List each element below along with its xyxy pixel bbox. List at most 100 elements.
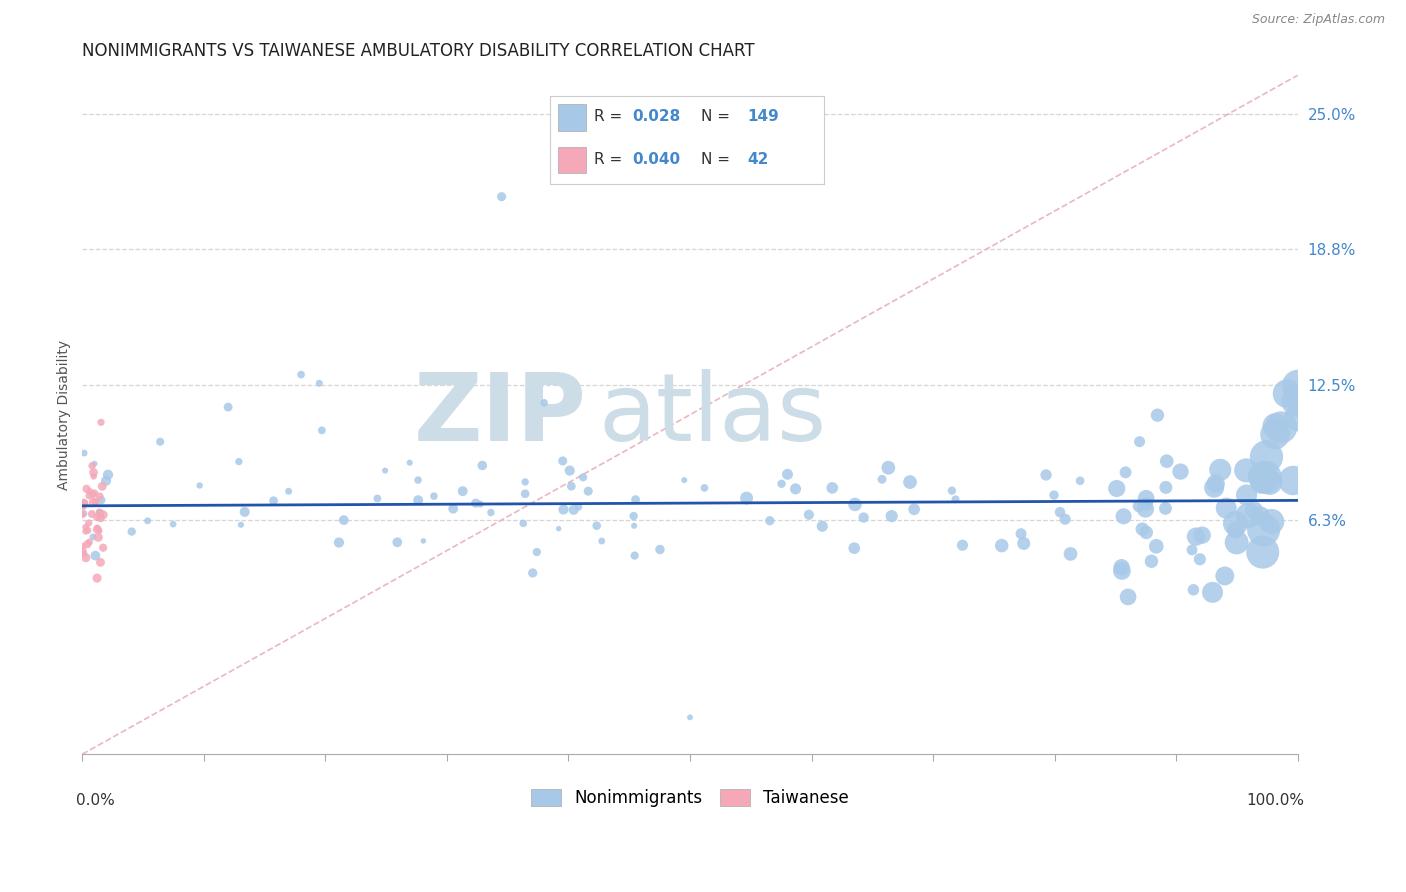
Point <box>290 368 312 382</box>
Point <box>308 376 330 391</box>
Point <box>90 511 112 525</box>
Point <box>591 534 613 549</box>
Point <box>73 507 96 521</box>
Point <box>398 456 420 470</box>
Point <box>83 486 105 500</box>
Point <box>90 493 112 508</box>
Point <box>1286 378 1309 392</box>
Point <box>785 482 807 496</box>
Point <box>1286 411 1309 425</box>
Point <box>821 481 844 495</box>
Point <box>1135 491 1157 506</box>
Point <box>512 516 534 531</box>
Point <box>941 483 963 498</box>
Point <box>1260 515 1282 529</box>
Point <box>80 507 103 521</box>
Point <box>387 535 409 549</box>
Point <box>1182 582 1205 597</box>
Point <box>1156 454 1178 468</box>
Point <box>735 491 758 505</box>
Point <box>366 491 388 506</box>
Point <box>73 496 96 510</box>
Point <box>898 475 921 489</box>
Point <box>1049 505 1071 519</box>
Point <box>217 400 239 414</box>
Point <box>89 524 111 538</box>
Point <box>952 538 974 552</box>
Point <box>1209 463 1232 477</box>
Point <box>1275 386 1298 401</box>
Point <box>423 489 446 503</box>
Point <box>441 501 464 516</box>
Point <box>1254 470 1277 484</box>
Point <box>1111 564 1133 578</box>
Point <box>547 522 569 536</box>
Point <box>1215 501 1237 516</box>
Point <box>91 479 114 493</box>
Point <box>89 508 111 522</box>
Point <box>73 547 96 561</box>
Point <box>89 506 111 520</box>
Point <box>94 474 117 488</box>
Point <box>1130 522 1153 536</box>
Point <box>228 454 250 468</box>
Point <box>515 475 537 489</box>
Point <box>558 464 581 478</box>
Y-axis label: Ambulatory Disability: Ambulatory Disability <box>58 340 72 490</box>
Point <box>1243 503 1265 517</box>
Point <box>1140 554 1163 568</box>
Point <box>91 508 114 522</box>
Point <box>811 519 834 533</box>
Point <box>1264 427 1286 442</box>
Point <box>1181 542 1204 557</box>
Text: NONIMMIGRANTS VS TAIWANESE AMBULATORY DISABILITY CORRELATION CHART: NONIMMIGRANTS VS TAIWANESE AMBULATORY DI… <box>83 42 755 60</box>
Point <box>83 469 105 483</box>
Point <box>1112 509 1135 524</box>
Point <box>562 503 585 517</box>
Point <box>903 502 925 516</box>
Point <box>1115 466 1137 480</box>
Point <box>79 535 101 549</box>
Point <box>567 500 589 514</box>
Point <box>533 396 555 410</box>
Point <box>1069 474 1091 488</box>
Point <box>1035 467 1057 482</box>
Point <box>560 479 582 493</box>
Point <box>89 505 111 519</box>
Point <box>1251 545 1274 559</box>
Point <box>1105 482 1128 496</box>
Point <box>86 522 108 536</box>
Point <box>89 555 111 569</box>
Point <box>75 520 97 534</box>
Point <box>82 458 104 473</box>
Point <box>233 505 256 519</box>
Point <box>451 484 474 499</box>
Point <box>76 482 98 496</box>
Point <box>648 542 671 557</box>
Point <box>1225 516 1247 531</box>
Point <box>90 415 112 429</box>
Point <box>1250 476 1272 491</box>
Point <box>86 510 108 524</box>
Point <box>1135 502 1157 516</box>
Point <box>945 492 967 507</box>
Point <box>1012 536 1035 550</box>
Point <box>797 508 820 522</box>
Point <box>1250 508 1272 523</box>
Point <box>1205 476 1227 491</box>
Point <box>1191 528 1213 542</box>
Point <box>1236 488 1258 502</box>
Point <box>1251 469 1274 483</box>
Point <box>89 489 111 503</box>
Point <box>471 458 494 473</box>
Point <box>311 423 333 437</box>
Point <box>97 467 120 482</box>
Point <box>1204 481 1226 495</box>
Point <box>464 496 486 510</box>
Point <box>1154 480 1177 494</box>
Point <box>526 545 548 559</box>
Point <box>1170 465 1192 479</box>
Point <box>1213 569 1236 583</box>
Text: ZIP: ZIP <box>413 368 586 460</box>
Point <box>844 498 866 512</box>
